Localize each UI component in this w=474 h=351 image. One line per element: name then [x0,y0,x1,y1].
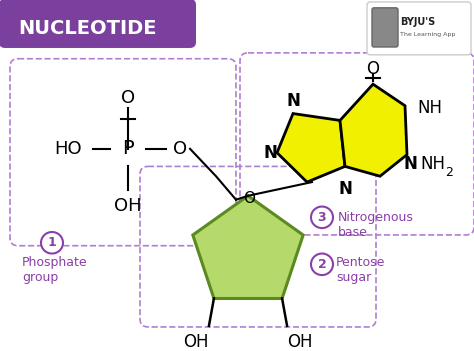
Text: NUCLEOTIDE: NUCLEOTIDE [18,19,156,38]
Text: Nitrogenous
base: Nitrogenous base [338,211,414,239]
Text: NH: NH [420,155,445,173]
Polygon shape [277,114,345,182]
Polygon shape [193,196,303,298]
Text: Pentose
sugar: Pentose sugar [336,257,385,284]
Text: O: O [173,140,187,158]
Text: 2: 2 [445,166,453,179]
Text: O: O [366,60,380,78]
Text: OH: OH [287,332,313,351]
Text: BYJU'S: BYJU'S [400,16,435,27]
Text: NH: NH [417,99,442,117]
Text: N: N [338,180,352,198]
Text: N: N [403,155,417,173]
Circle shape [311,253,333,275]
Text: The Learning App: The Learning App [400,32,456,37]
Text: N: N [286,92,300,110]
FancyBboxPatch shape [372,8,398,47]
Text: 2: 2 [318,258,327,271]
Text: P: P [122,139,134,158]
Text: 1: 1 [47,236,56,249]
Text: Phosphate
group: Phosphate group [22,257,88,284]
Text: N: N [263,144,277,162]
Text: OH: OH [183,332,209,351]
Circle shape [41,232,63,253]
FancyBboxPatch shape [367,2,471,55]
Circle shape [311,206,333,228]
Text: OH: OH [114,197,142,214]
Polygon shape [340,84,407,176]
Text: O: O [243,191,255,206]
Text: HO: HO [54,140,82,158]
Text: O: O [121,89,135,107]
Text: 3: 3 [318,211,326,224]
FancyBboxPatch shape [0,0,196,48]
